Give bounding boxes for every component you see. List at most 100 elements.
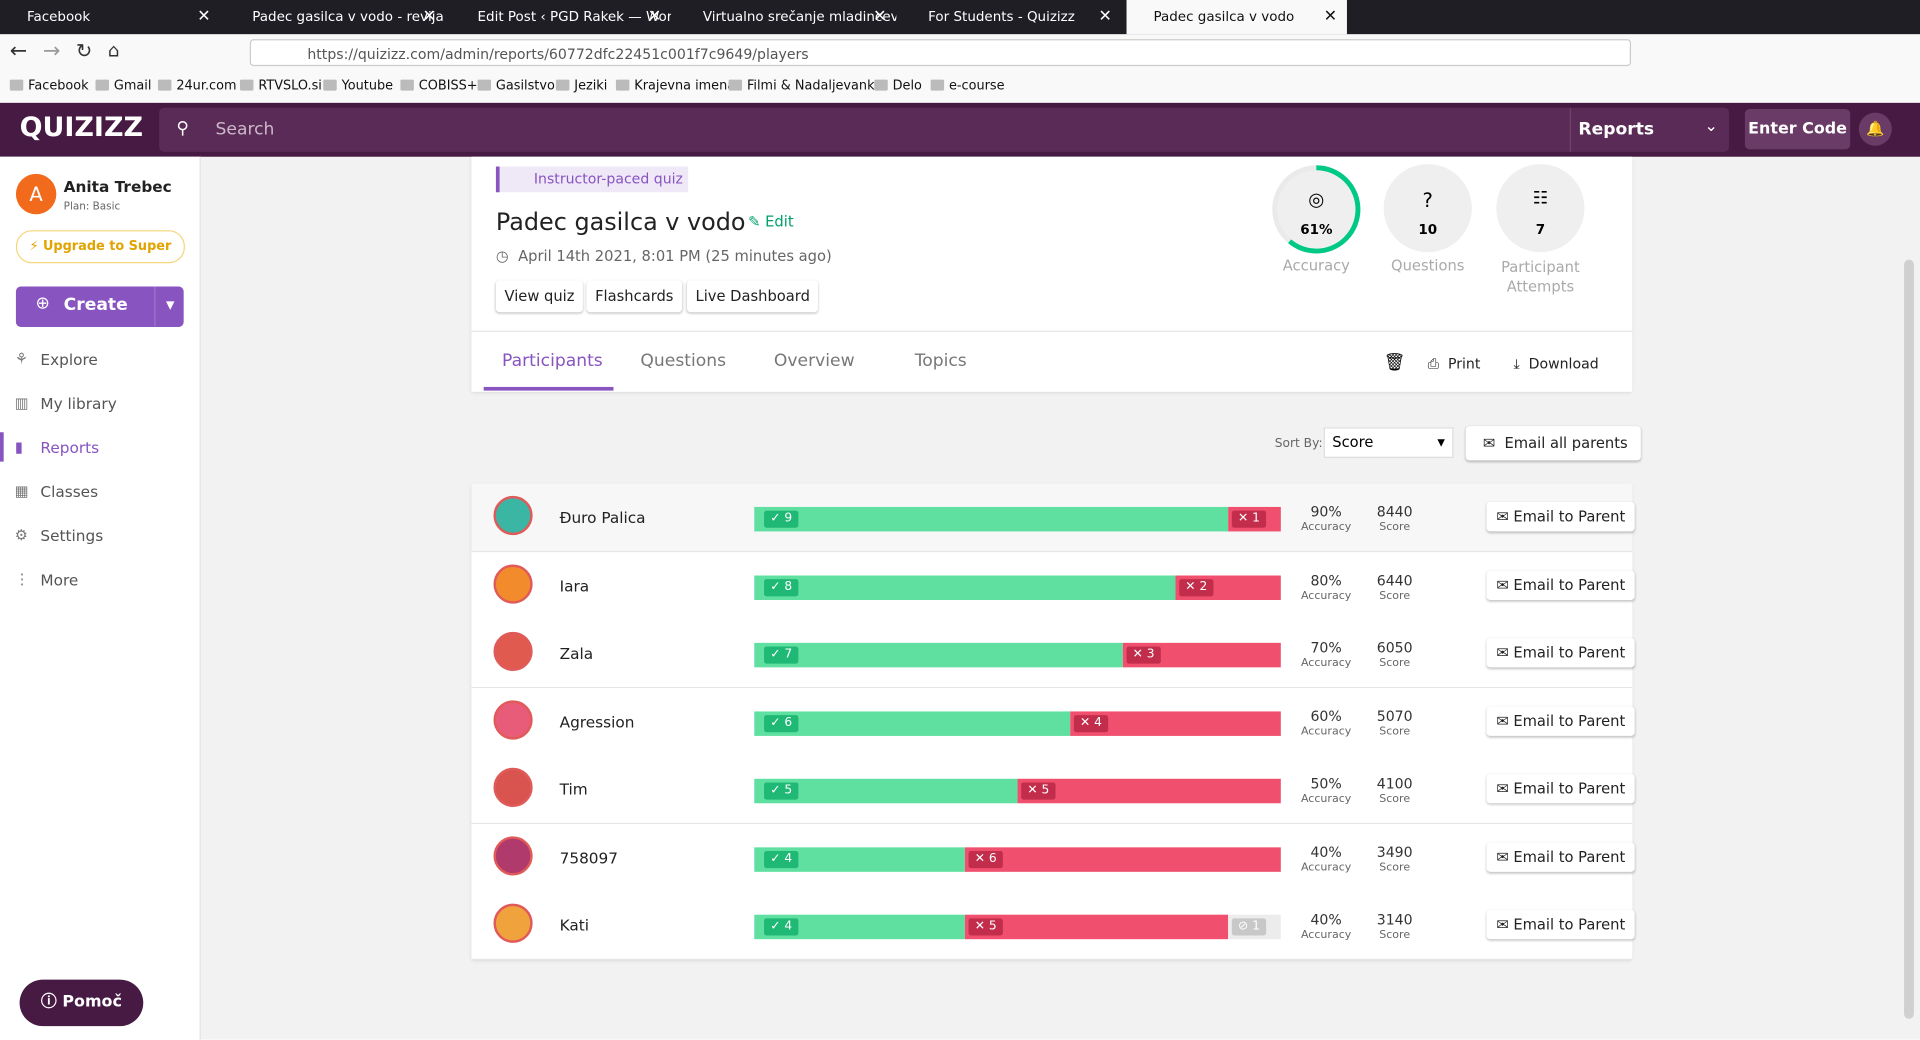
player-row[interactable]: Kati ✓ 4 ✕ 5 ⊘ 1 40% Accuracy 3140 Score ✉ Email… <box>471 891 1636 961</box>
nav-item[interactable]: Explore <box>40 350 98 369</box>
bookmark-label[interactable]: COBISS+ <box>418 78 478 94</box>
email-parent[interactable]: ✉ Email to Parent <box>1486 637 1636 668</box>
home[interactable]: ⌂ <box>107 39 120 62</box>
email-parent[interactable]: ✉ Email to Parent <box>1486 909 1636 940</box>
email-parent-label[interactable]: Email to Parent <box>1513 576 1626 594</box>
email-parent-label[interactable]: Email to Parent <box>1513 644 1626 662</box>
nav-item[interactable]: More <box>40 570 79 589</box>
report-tab[interactable]: Topics <box>914 351 967 372</box>
help-button[interactable]: ⓘ Pomoč <box>19 979 144 1027</box>
bookmark[interactable]: Gasilstvo <box>477 78 555 94</box>
forward[interactable]: → <box>42 39 61 64</box>
email-parent[interactable]: ✉ Email to Parent <box>1486 705 1636 736</box>
reload[interactable]: ↻ <box>75 39 93 63</box>
browser-tab[interactable]: Virtualno srečanje mladincev – PGD✕ <box>676 0 896 34</box>
bookmark[interactable]: Jeziki <box>555 78 608 94</box>
tab-close[interactable]: ✕ <box>647 7 662 26</box>
bookmark[interactable]: Facebook <box>9 78 89 94</box>
browser-tab[interactable]: For Students - Quizizz ✕ <box>901 0 1121 34</box>
create-button[interactable]: ⊕ Create ▼ <box>15 286 185 327</box>
email-parent-label[interactable]: Email to Parent <box>1513 780 1626 798</box>
email-parent-label[interactable]: Email to Parent <box>1513 915 1626 934</box>
reports-menu[interactable]: Reports <box>1578 120 1655 140</box>
report-tab[interactable]: Participants <box>502 351 603 372</box>
nav-item[interactable]: Classes <box>40 482 99 501</box>
bookmark[interactable]: Krajevna imena <box>615 78 736 94</box>
bell[interactable]: 🔔 <box>1858 112 1892 146</box>
delete-icon[interactable]: 🗑 <box>1383 352 1406 373</box>
edit-label[interactable]: Edit <box>765 213 794 231</box>
bookmark-label[interactable]: e-course <box>948 78 1005 94</box>
tab-title[interactable]: Virtualno srečanje mladincev – PGD <box>702 8 897 25</box>
report-tab[interactable]: Overview <box>773 351 855 372</box>
enter-code[interactable]: Enter Code <box>1744 108 1851 150</box>
download[interactable]: ⤓ Download <box>1513 355 1599 373</box>
sort-select[interactable]: Score ▼ <box>1323 427 1454 458</box>
tab-title[interactable]: Edit Post ‹ PGD Rakek — WordPress <box>477 8 671 25</box>
bookmark-label[interactable]: 24ur.com <box>176 78 237 94</box>
logo[interactable]: QUIZIZZ <box>19 112 144 144</box>
tab-close[interactable]: ✕ <box>1323 7 1338 26</box>
email-parent[interactable]: ✉ Email to Parent <box>1486 841 1636 872</box>
quiz-button[interactable]: Live Dashboard <box>686 280 819 313</box>
url-bar[interactable]: https://quizizz.com/admin/reports/60772d… <box>249 39 1632 67</box>
email-parent-label[interactable]: Email to Parent <box>1513 847 1626 866</box>
bookmark[interactable]: Filmi & Nadaljevanke <box>728 78 882 94</box>
nav-item[interactable]: My library <box>40 394 117 413</box>
email-all[interactable]: ✉ Email all parents <box>1465 426 1641 461</box>
search-placeholder[interactable]: Search <box>215 120 275 140</box>
bookmark[interactable]: Gmail <box>95 78 152 94</box>
bookmark-label[interactable]: Krajevna imena <box>634 78 736 94</box>
player-row[interactable]: Agression ✓ 6 ✕ 4 60% Accuracy 5070 Score ✉ Ema… <box>471 687 1636 757</box>
bookmark[interactable]: Youtube <box>323 78 393 93</box>
bookmark[interactable]: e-course <box>930 78 1005 94</box>
bookmark-label[interactable]: Jeziki <box>574 78 608 94</box>
player-row[interactable]: 758097 ✓ 4 ✕ 6 40% Accuracy 3490 Score ✉ Email … <box>471 823 1636 893</box>
bookmark-label[interactable]: Filmi & Nadaljevanke <box>746 78 882 94</box>
bookmark-label[interactable]: Gmail <box>113 78 152 94</box>
bookmark-label[interactable]: Youtube <box>341 78 394 94</box>
quiz-button[interactable]: Flashcards <box>586 280 683 313</box>
sort-value[interactable]: Score <box>1332 433 1374 451</box>
player-row[interactable]: Đuro Palica ✓ 9 ✕ 1 90% Accuracy 8440 Score ✉ E… <box>471 483 1636 553</box>
edit-link[interactable]: ✎ Edit <box>748 213 794 231</box>
bookmark[interactable]: 24ur.com <box>157 78 237 94</box>
bookmark-label[interactable]: RTVSLO.si <box>258 78 322 94</box>
tab-title[interactable]: Padec gasilca v vodo <box>1153 8 1295 25</box>
email-all-label[interactable]: Email all parents <box>1504 434 1628 452</box>
email-parent[interactable]: ✉ Email to Parent <box>1486 773 1636 804</box>
tab-close[interactable]: ✕ <box>422 7 436 26</box>
tab-title[interactable]: Facebook <box>26 8 91 25</box>
search-box[interactable] <box>159 107 1729 152</box>
tab-close[interactable]: ✕ <box>197 7 211 26</box>
print[interactable]: ⎙ Print <box>1427 355 1481 373</box>
back[interactable]: ← <box>9 39 28 64</box>
player-row[interactable]: Tim ✓ 5 ✕ 5 50% Accuracy 4100 Score ✉ Email to … <box>471 755 1636 825</box>
tab-title[interactable]: For Students - Quizizz <box>928 8 1075 25</box>
browser-tab[interactable]: Edit Post ‹ PGD Rakek — WordPress✕ <box>451 0 671 34</box>
email-parent-label[interactable]: Email to Parent <box>1513 712 1626 730</box>
create-caret[interactable]: ▼ <box>154 286 185 327</box>
bookmark-label[interactable]: Facebook <box>28 78 89 94</box>
bookmark[interactable]: COBISS+ <box>400 78 478 94</box>
nav-item[interactable]: Settings <box>40 526 104 545</box>
email-parent[interactable]: ✉ Email to Parent <box>1486 570 1636 600</box>
report-tab[interactable]: Questions <box>640 351 727 372</box>
quiz-button[interactable]: View quiz <box>495 280 584 313</box>
upgrade[interactable]: ⚡ Upgrade to Super <box>15 230 185 264</box>
print-label[interactable]: Print <box>1447 355 1481 373</box>
nav-item[interactable]: Reports <box>40 438 100 457</box>
tab-close[interactable]: ✕ <box>873 7 887 26</box>
bookmark[interactable]: RTVSLO.si <box>240 78 322 93</box>
tab-close[interactable]: ✕ <box>1098 7 1112 26</box>
bookmark-label[interactable]: Gasilstvo <box>495 78 555 94</box>
email-parent[interactable]: ✉ Email to Parent <box>1486 502 1636 532</box>
bookmark[interactable]: Delo <box>874 78 922 93</box>
download-label[interactable]: Download <box>1528 355 1599 373</box>
browser-tab[interactable]: Padec gasilca v vodo ✕ <box>1126 0 1347 35</box>
player-row[interactable]: Iara ✓ 8 ✕ 2 80% Accuracy 6440 Score ✉ Email to… <box>471 551 1636 621</box>
email-parent-label[interactable]: Email to Parent <box>1513 508 1626 526</box>
bookmark-label[interactable]: Delo <box>892 78 922 94</box>
player-row[interactable]: Zala ✓ 7 ✕ 3 70% Accuracy 6050 Score ✉ Email to… <box>471 619 1636 689</box>
browser-tab[interactable]: Padec gasilca v vodo - revija Ga ✕ <box>225 0 445 34</box>
